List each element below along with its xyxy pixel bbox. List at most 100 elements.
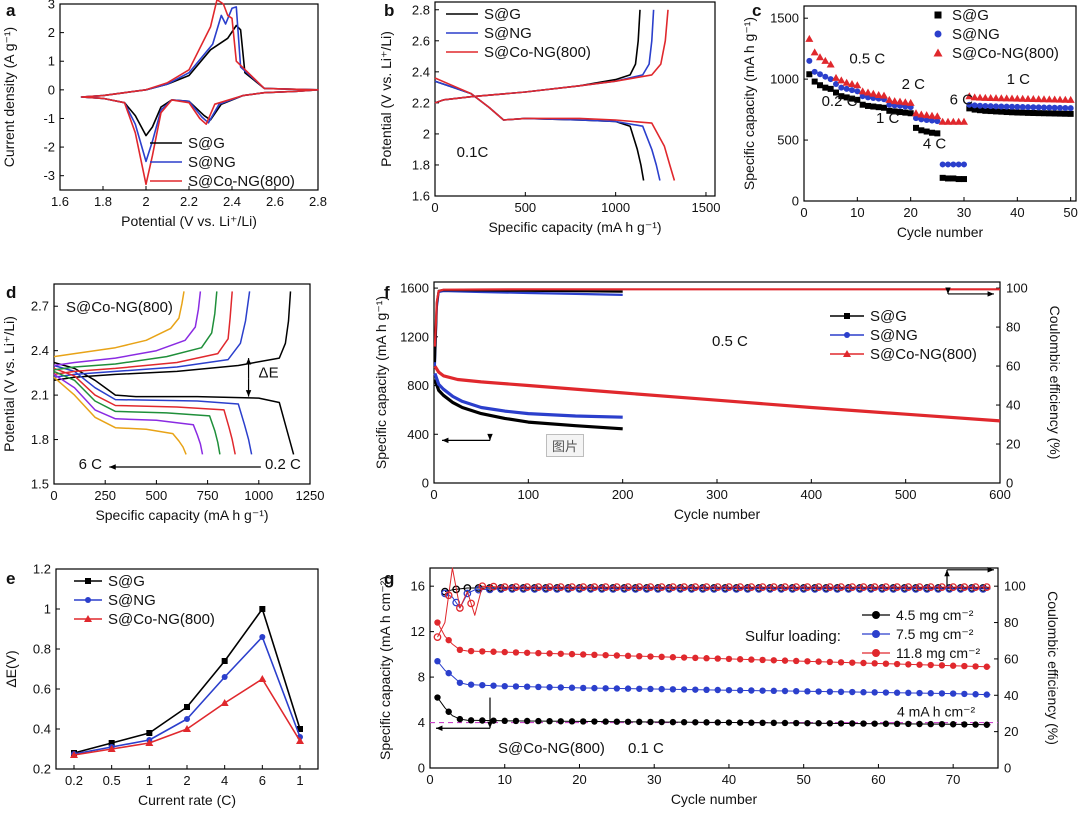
panel-c-y-tick-label: 0: [792, 194, 799, 209]
panel-g-data-point: [602, 685, 609, 692]
panel-c-data-point: [998, 103, 1005, 110]
panel-g-data-point: [882, 689, 890, 696]
panel-c-y-tick-label: 1500: [770, 11, 799, 26]
panel-c-data-point: [945, 161, 951, 168]
panel-g-data-point: [441, 589, 449, 598]
panel-c-data-point: [806, 57, 813, 64]
panel-c-data-point: [992, 94, 1000, 102]
panel-d-delta-e-label: ΔE: [259, 364, 279, 381]
panel-g-data-point: [508, 585, 517, 593]
panel-g-data-point: [541, 585, 550, 593]
panel-g-data-point: [433, 633, 442, 641]
panel-g-data-point: [811, 585, 819, 593]
panel-g-data-point: [467, 681, 475, 688]
panel-c-x-tick-label: 40: [1010, 205, 1024, 220]
panel-g-data-point: [849, 720, 856, 727]
panel-g-data-point: [591, 718, 598, 725]
panel-g-data-point: [793, 719, 800, 727]
panel-a-y-axis-label: Current density (A g⁻¹): [1, 27, 17, 167]
panel-c-data-point: [1040, 95, 1048, 103]
panel-g-data-point: [500, 583, 509, 591]
panel-c-x-tick-label: 20: [903, 205, 917, 220]
panel-e-data-point: [221, 674, 228, 680]
panel-g-data-point: [916, 720, 923, 728]
panel-g-legend-label: 11.8 mg cm⁻²: [896, 645, 980, 661]
panel-c-rate-label: 4 C: [923, 136, 947, 153]
panel-c-data-point: [821, 56, 830, 64]
panel-f-x-tick-label: 400: [800, 487, 822, 502]
panel-g-data-point: [523, 683, 531, 690]
panel-e-data-point: [297, 726, 303, 732]
panel-e-y-tick-label: 0.8: [33, 642, 51, 657]
panel-e-data-point: [220, 699, 229, 706]
panel-a-y-tick-label: -1: [43, 111, 55, 126]
panel-g-data-point: [923, 585, 931, 593]
panel-c-data-point: [970, 93, 979, 101]
panel-g-data-point: [647, 653, 654, 660]
panel-g-data-point: [658, 718, 665, 726]
panel-g-data-point: [710, 585, 718, 593]
panel-g-data-point: [748, 719, 755, 726]
panel-g-legend-title: Sulfur loading:: [745, 628, 841, 645]
panel-g-data-point: [546, 650, 553, 657]
panel-c-data-point: [966, 105, 973, 112]
panel-g-data-point: [591, 651, 598, 659]
panel-d-series-line: [53, 370, 221, 455]
panel-g-data-point: [736, 656, 744, 663]
panel-c-data-point: [886, 101, 893, 108]
panel-g-data-point: [759, 687, 766, 694]
panel-c-data-point: [869, 89, 878, 97]
panel-b-legend-label: S@NG: [484, 25, 532, 42]
panel-f-x-tick-label: 600: [989, 487, 1011, 502]
panel-g-data-point: [501, 717, 508, 725]
panel-c-data-point: [950, 161, 957, 168]
panel-c-data-point: [826, 60, 835, 68]
panel-b-y-tick-label: 2.6: [412, 33, 430, 48]
panel-g-data-point: [557, 684, 564, 691]
panel-c-legend-marker: [934, 30, 942, 38]
panel-g-data-point: [546, 717, 553, 725]
panel-g-data-point: [523, 649, 531, 656]
panel-d-delta-arrow-down-head: [245, 390, 252, 397]
panel-c-data-point: [961, 176, 967, 183]
panel-g-data-point: [568, 650, 576, 658]
panel-b-y-axis-label: Potential (V vs. Li⁺/Li): [378, 31, 394, 167]
panel-d-series-line: [53, 291, 185, 358]
panel-d-series-line: [53, 291, 292, 382]
panel-c-data-point: [939, 174, 946, 181]
panel-g-data-point: [926, 583, 935, 591]
panel-c-data-point: [923, 128, 930, 135]
panel-g-data-point: [714, 655, 721, 662]
panel-f-frame: [433, 281, 1001, 484]
panel-g-data-point: [613, 718, 621, 725]
panel-d-series-line: [53, 291, 202, 367]
panel-d-y-tick-label: 2.1: [31, 388, 49, 403]
panel-e-series-line: [73, 636, 301, 755]
panel-c-data-point: [865, 94, 871, 101]
panel-f-x-tick-label: 500: [895, 487, 917, 502]
panel-g-data-point: [489, 582, 498, 591]
panel-g-data-point: [759, 656, 766, 664]
panel-c-data-point: [1067, 105, 1074, 112]
panel-g-data-point: [815, 720, 822, 727]
panel-c-data-point: [891, 108, 898, 115]
panel-g-data-point: [983, 691, 990, 698]
panel-c-data-point: [1019, 109, 1026, 116]
panel-f-y-tick-label: 1600: [400, 281, 429, 296]
panel-f-x-tick-label: 300: [706, 487, 728, 502]
panel-c-y-tick-label: 1000: [770, 72, 799, 87]
panel-g-data-point: [781, 657, 789, 664]
panel-a-y-tick-label: 2: [48, 25, 55, 40]
panel-g-series-line: [437, 567, 991, 638]
panel-g-data-point: [938, 720, 946, 728]
panel-d-rate-label: 6 C: [79, 456, 103, 473]
panel-g-data-point: [713, 583, 722, 591]
panel-g-data-point: [575, 585, 584, 593]
panel-c-data-point: [843, 85, 850, 92]
panel-g-x-tick-label: 30: [647, 772, 661, 787]
panel-g-y2-axis-label: Coulombic efficiency (%): [1045, 591, 1061, 745]
panel-d: 0 250 500 750 1000 1250 1.5 1.8 2.1 2.4 2.7 Specifi…: [1, 283, 324, 523]
panel-c-frame: [803, 5, 1077, 202]
panel-g-data-point: [591, 684, 598, 692]
panel-g-data-point: [949, 662, 957, 669]
